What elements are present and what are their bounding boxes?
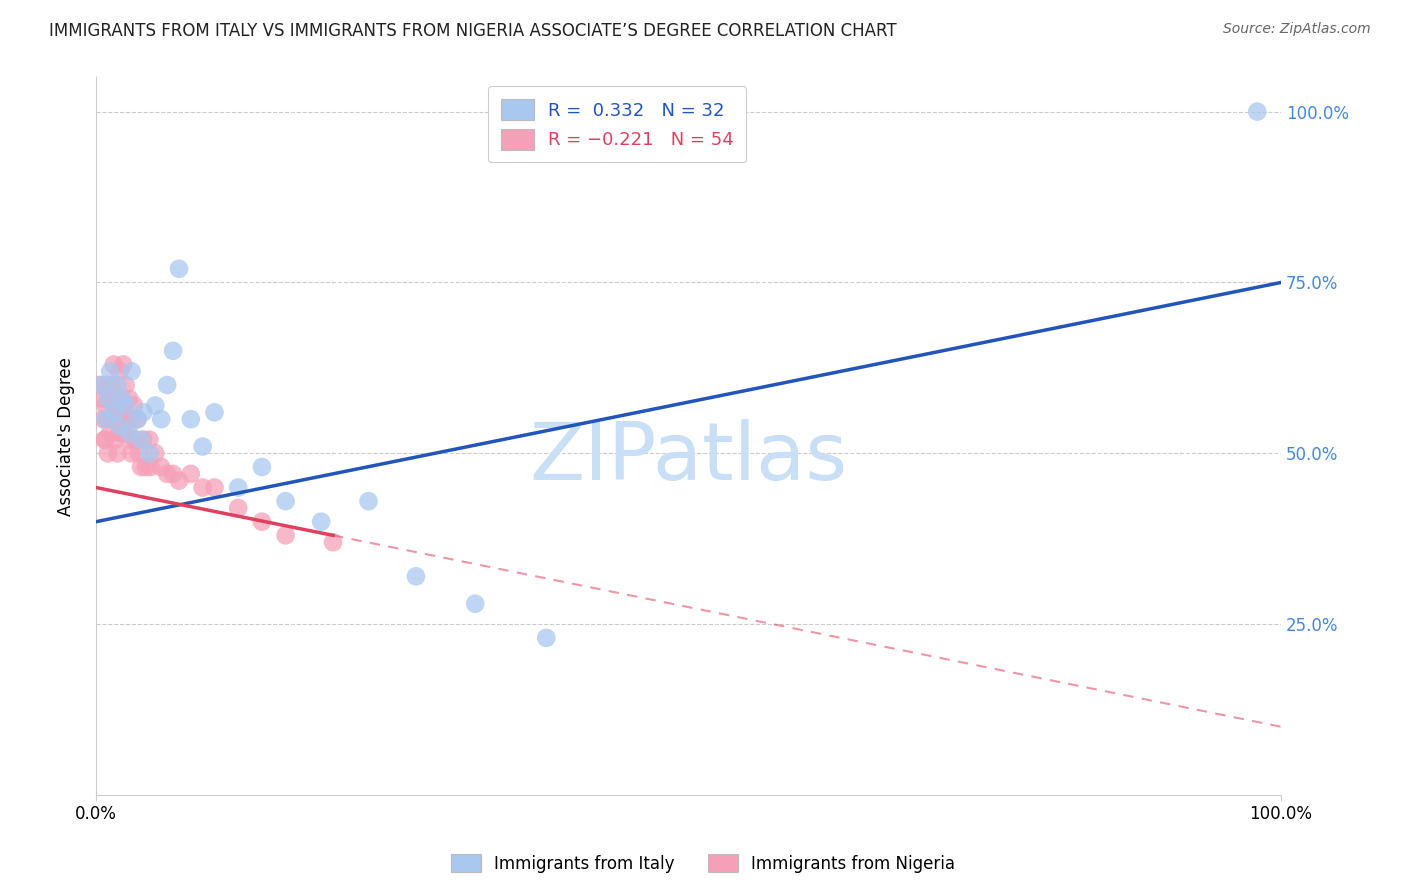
Point [105, 378, 128, 392]
Point [97, 412, 120, 426]
Point [167, 474, 190, 488]
Point [167, 261, 190, 276]
Point [97, 446, 120, 460]
Point [118, 425, 141, 440]
Point [274, 494, 297, 508]
Point [103, 405, 125, 419]
Point [111, 425, 134, 440]
Point [127, 412, 149, 426]
Point [309, 515, 332, 529]
Point [118, 392, 141, 406]
Point [89, 378, 111, 392]
Point [129, 433, 152, 447]
Text: IMMIGRANTS FROM ITALY VS IMMIGRANTS FROM NIGERIA ASSOCIATE’S DEGREE CORRELATION : IMMIGRANTS FROM ITALY VS IMMIGRANTS FROM… [49, 22, 897, 40]
Point [156, 378, 179, 392]
Y-axis label: Associate's Degree: Associate's Degree [58, 357, 75, 516]
Point [91, 412, 114, 426]
Point [322, 535, 344, 549]
Point [226, 501, 249, 516]
Text: ZIPatlas: ZIPatlas [530, 418, 848, 497]
Point [97, 378, 120, 392]
Point [105, 392, 128, 406]
Point [138, 433, 160, 447]
Point [204, 481, 226, 495]
Point [150, 412, 173, 426]
Point [103, 358, 125, 372]
Point [104, 433, 127, 447]
Point [129, 460, 152, 475]
Point [114, 399, 136, 413]
Point [91, 378, 114, 392]
Point [94, 399, 117, 413]
Point [101, 412, 124, 426]
Point [114, 412, 136, 426]
Point [180, 412, 202, 426]
Point [112, 358, 135, 372]
Point [100, 378, 122, 392]
Point [114, 399, 136, 413]
Point [156, 467, 179, 481]
Point [98, 392, 121, 406]
Point [250, 460, 273, 475]
Point [127, 412, 149, 426]
Point [108, 399, 131, 413]
Point [105, 446, 128, 460]
Point [98, 425, 121, 440]
Point [204, 405, 226, 419]
Point [97, 392, 120, 406]
Point [226, 481, 249, 495]
Point [132, 433, 155, 447]
Point [114, 378, 136, 392]
Point [138, 446, 160, 460]
Point [122, 399, 145, 413]
Point [94, 412, 117, 426]
Point [98, 364, 121, 378]
Point [111, 392, 134, 406]
Point [128, 446, 150, 460]
Point [162, 343, 184, 358]
Point [93, 433, 115, 447]
Point [274, 528, 297, 542]
Point [1246, 104, 1268, 119]
Point [139, 460, 162, 475]
Point [108, 419, 131, 434]
Point [124, 433, 146, 447]
Point [94, 433, 117, 447]
Point [191, 440, 214, 454]
Point [121, 364, 143, 378]
Legend: R =  0.332   N = 32, R = −0.221   N = 54: R = 0.332 N = 32, R = −0.221 N = 54 [488, 87, 747, 162]
Point [91, 392, 114, 406]
Point [143, 399, 166, 413]
Point [103, 399, 125, 413]
Point [121, 446, 143, 460]
Legend: Immigrants from Italy, Immigrants from Nigeria: Immigrants from Italy, Immigrants from N… [444, 847, 962, 880]
Point [191, 481, 214, 495]
Point [250, 515, 273, 529]
Point [536, 631, 558, 645]
Point [464, 597, 486, 611]
Point [115, 425, 138, 440]
Point [108, 364, 131, 378]
Point [143, 446, 166, 460]
Point [357, 494, 380, 508]
Point [135, 460, 157, 475]
Text: Source: ZipAtlas.com: Source: ZipAtlas.com [1223, 22, 1371, 37]
Point [111, 392, 134, 406]
Point [108, 425, 131, 440]
Point [405, 569, 427, 583]
Point [121, 412, 143, 426]
Point [150, 460, 173, 475]
Point [105, 412, 128, 426]
Point [162, 467, 184, 481]
Point [132, 405, 155, 419]
Point [118, 433, 141, 447]
Point [180, 467, 202, 481]
